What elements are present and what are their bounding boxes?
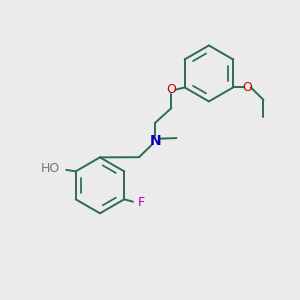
Text: O: O — [242, 81, 252, 94]
Text: N: N — [149, 134, 161, 148]
Text: F: F — [137, 196, 145, 209]
Text: HO: HO — [40, 163, 59, 176]
Text: O: O — [167, 83, 176, 96]
